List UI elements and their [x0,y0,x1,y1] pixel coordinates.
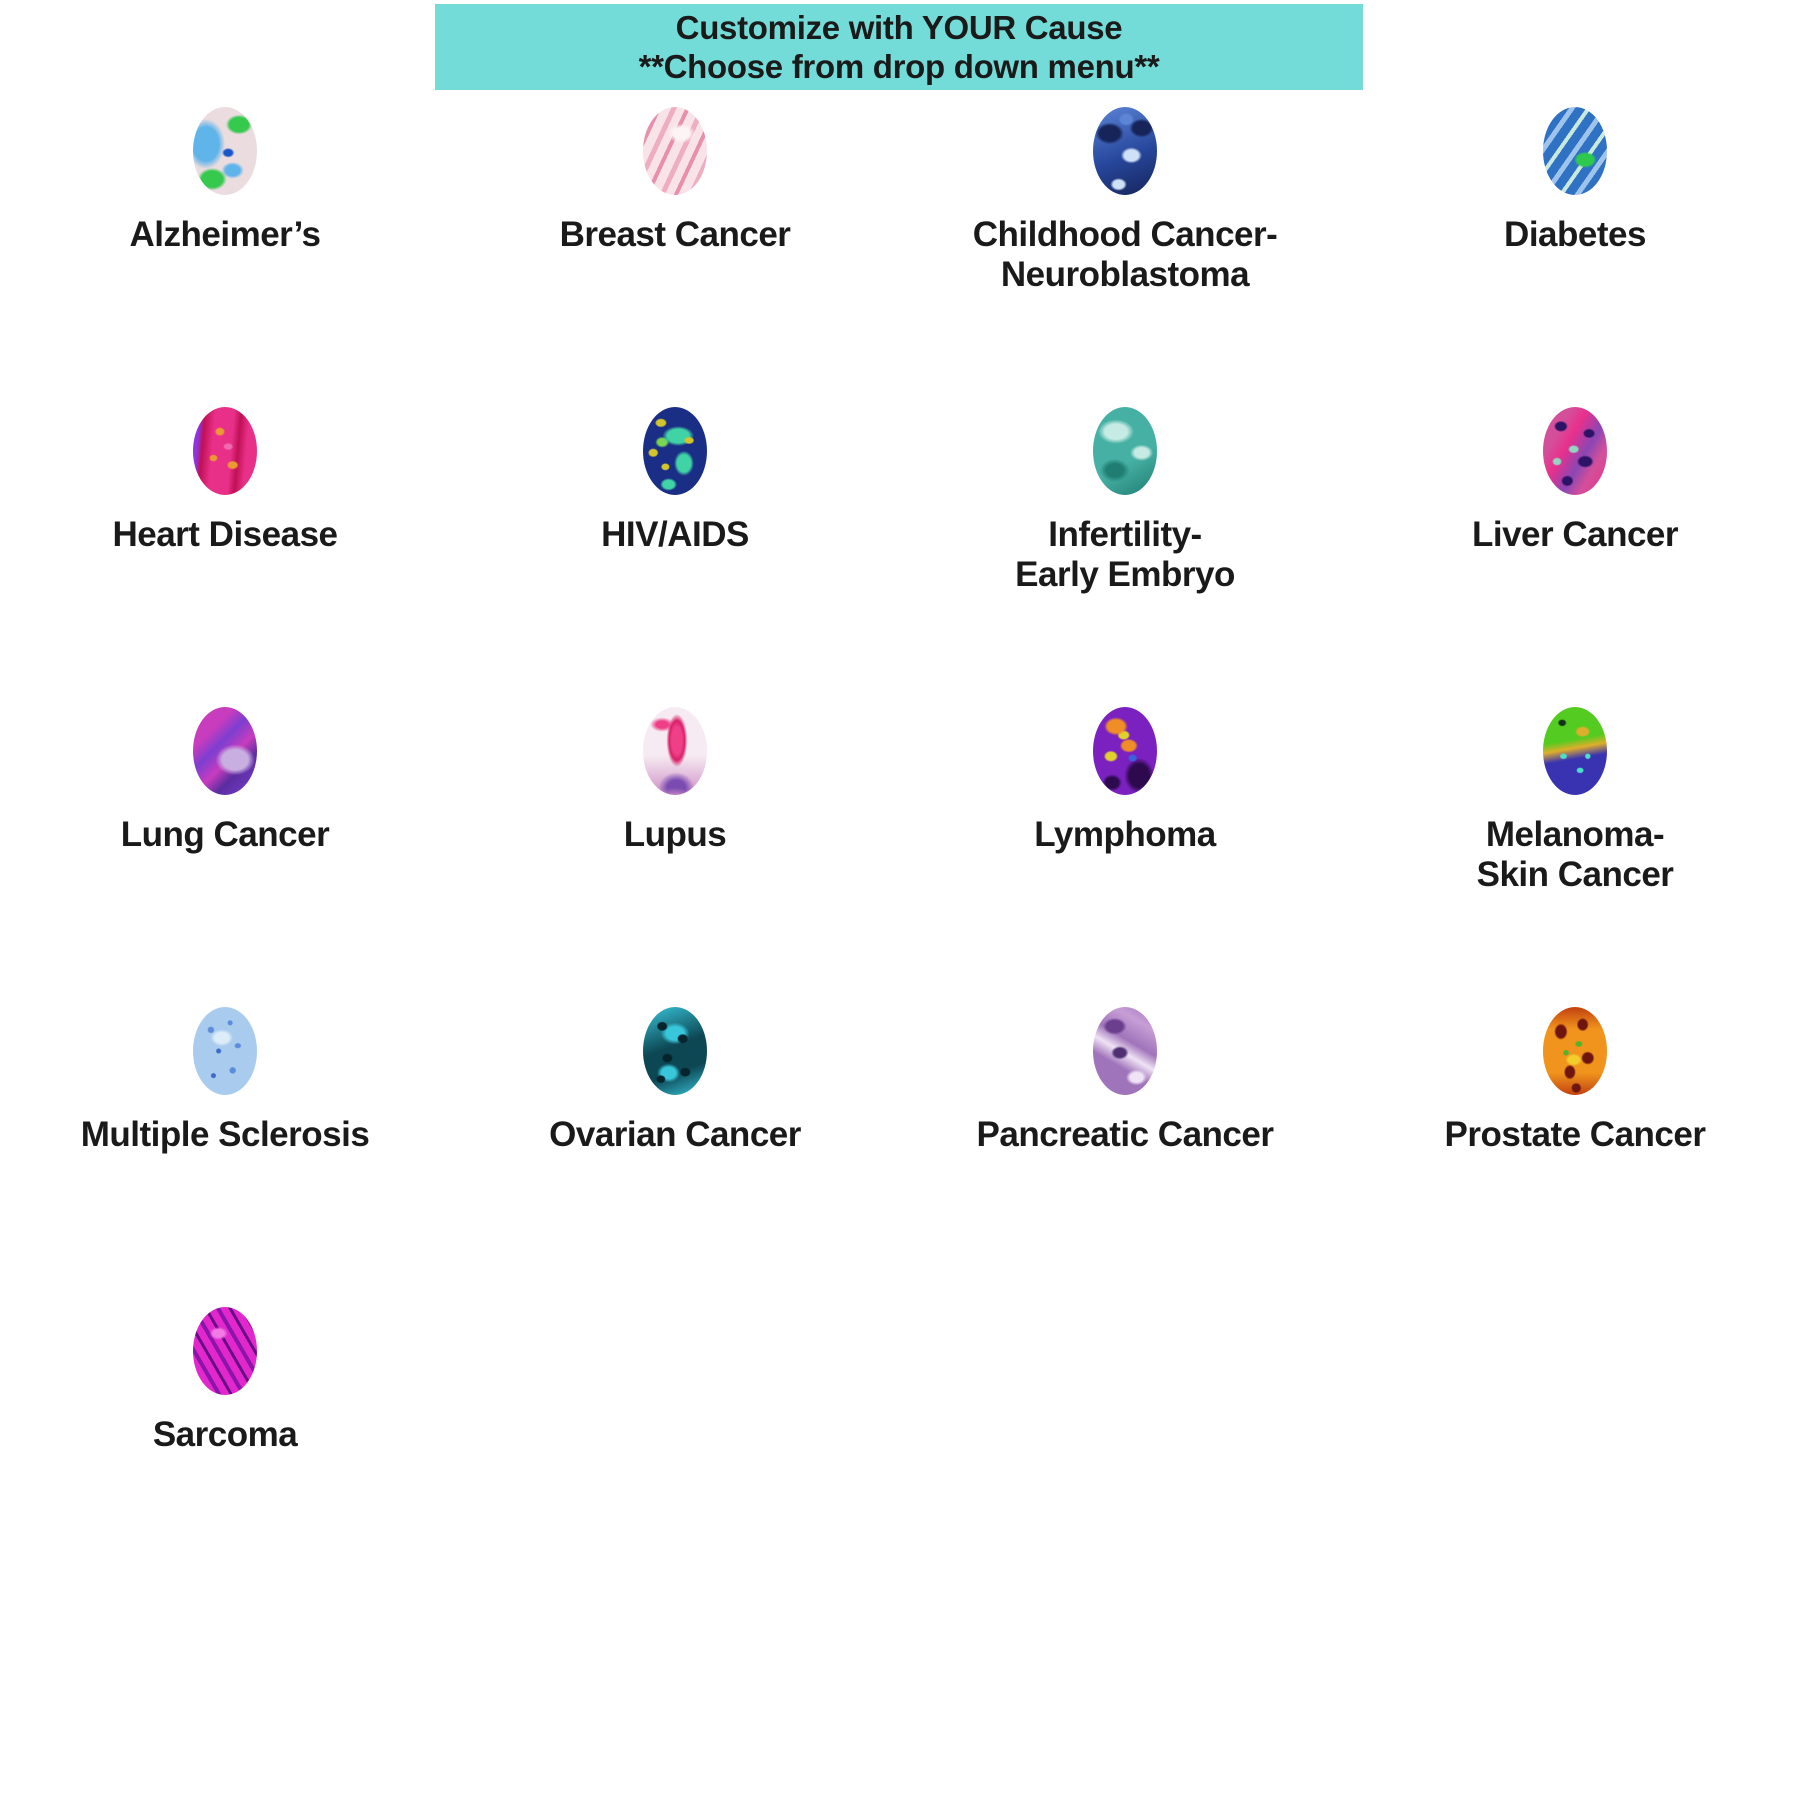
heart-disease-tissue-image [193,407,257,495]
cause-label-infertility-early-embryo: Infertility- Early Embryo [1015,515,1235,594]
cause-label-breast-cancer: Breast Cancer [559,215,791,254]
cause-label-heart-disease: Heart Disease [112,515,338,554]
breast-cancer-tissue-image [643,107,707,195]
cause-cell-ovarian-cancer: Ovarian Cancer [450,995,900,1295]
diabetes-tissue-image [1543,107,1607,195]
cause-cell-sarcoma: Sarcoma [0,1295,450,1595]
cause-cell-infertility-early-embryo: Infertility- Early Embryo [900,395,1350,695]
hiv-virus-image [643,407,707,495]
cause-label-childhood-cancer-neuroblastoma: Childhood Cancer- Neuroblastoma [972,215,1278,294]
lupus-tissue-image [643,707,707,795]
early-embryo-image [1093,407,1157,495]
cause-cell-lung-cancer: Lung Cancer [0,695,450,995]
cause-cell-lymphoma: Lymphoma [900,695,1350,995]
cause-grid: Alzheimer’s Breast Cancer Childhood Canc… [0,95,1800,1595]
liver-cancer-tissue-image [1543,407,1607,495]
pancreatic-cancer-tissue-image [1093,1007,1157,1095]
banner-subtitle: **Choose from drop down menu** [638,48,1160,85]
cause-cell-prostate-cancer: Prostate Cancer [1350,995,1800,1295]
cause-label-sarcoma: Sarcoma [152,1415,298,1454]
banner-title: Customize with YOUR Cause [675,9,1123,46]
cause-label-hiv-aids: HIV/AIDS [601,515,749,554]
cause-label-lung-cancer: Lung Cancer [120,815,330,854]
cause-label-prostate-cancer: Prostate Cancer [1444,1115,1706,1154]
cause-cell-hiv-aids: HIV/AIDS [450,395,900,695]
cause-cell-lupus: Lupus [450,695,900,995]
cause-label-pancreatic-cancer: Pancreatic Cancer [976,1115,1274,1154]
cause-cell-melanoma-skin-cancer: Melanoma- Skin Cancer [1350,695,1800,995]
prostate-cancer-tissue-image [1543,1007,1607,1095]
cause-label-liver-cancer: Liver Cancer [1471,515,1679,554]
cause-cell-childhood-cancer-neuroblastoma: Childhood Cancer- Neuroblastoma [900,95,1350,395]
alzheimers-tissue-image [193,107,257,195]
lung-cancer-tissue-image [193,707,257,795]
cause-label-alzheimers: Alzheimer’s [129,215,321,254]
ovarian-cancer-tissue-image [643,1007,707,1095]
sarcoma-tissue-image [193,1307,257,1395]
multiple-sclerosis-tissue-image [193,1007,257,1095]
cause-label-melanoma-skin-cancer: Melanoma- Skin Cancer [1476,815,1674,894]
cause-cell-alzheimers: Alzheimer’s [0,95,450,395]
customize-banner: Customize with YOUR Cause **Choose from … [435,4,1363,90]
melanoma-tissue-image [1543,707,1607,795]
cause-cell-diabetes: Diabetes [1350,95,1800,395]
cause-cell-heart-disease: Heart Disease [0,395,450,695]
lymphoma-tissue-image [1093,707,1157,795]
cause-cell-multiple-sclerosis: Multiple Sclerosis [0,995,450,1295]
cause-cell-pancreatic-cancer: Pancreatic Cancer [900,995,1350,1295]
cause-label-ovarian-cancer: Ovarian Cancer [549,1115,801,1154]
neuroblastoma-tissue-image [1093,107,1157,195]
cause-cell-liver-cancer: Liver Cancer [1350,395,1800,695]
cause-label-multiple-sclerosis: Multiple Sclerosis [80,1115,370,1154]
cause-label-lupus: Lupus [623,815,727,854]
cause-label-diabetes: Diabetes [1504,215,1646,254]
cause-label-lymphoma: Lymphoma [1034,815,1216,854]
cause-cell-breast-cancer: Breast Cancer [450,95,900,395]
